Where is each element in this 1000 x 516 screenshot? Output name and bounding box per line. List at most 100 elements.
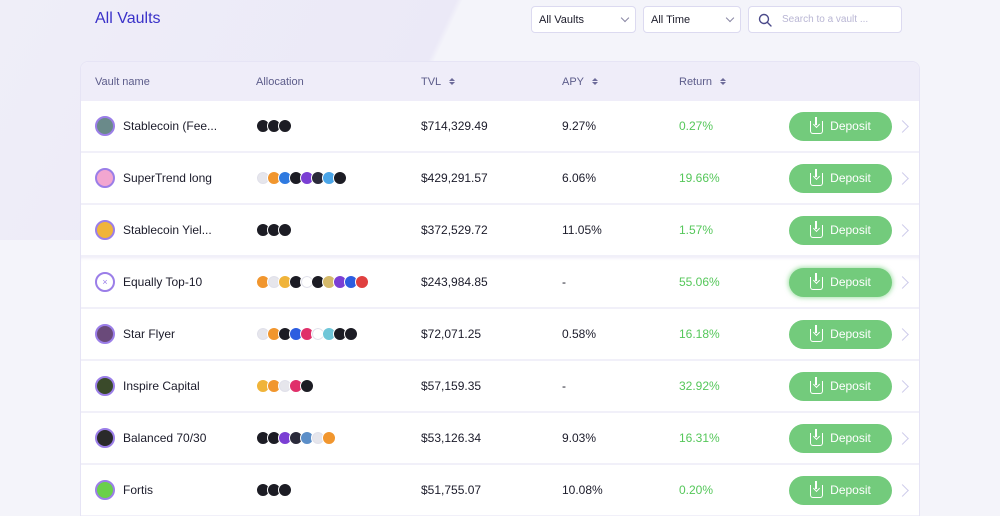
search-input[interactable] [782, 14, 892, 25]
deposit-label: Deposit [830, 119, 871, 133]
apy-value: 9.03% [562, 431, 597, 445]
chevron-right-icon[interactable] [896, 119, 909, 133]
allocation-icons [256, 379, 421, 393]
vault-name[interactable]: Balanced 70/30 [123, 431, 207, 445]
return-value: 16.31% [679, 431, 720, 445]
allocation-icons [256, 223, 421, 237]
search-box[interactable] [748, 6, 902, 33]
chevron-right-icon[interactable] [896, 327, 909, 341]
table-row[interactable]: Stablecoin Yiel... $372,529.72 11.05% 1.… [81, 205, 919, 257]
vault-name[interactable]: Inspire Capital [123, 379, 200, 393]
download-icon [810, 168, 824, 186]
token-icon [278, 483, 292, 497]
allocation-icons [256, 431, 421, 445]
deposit-button[interactable]: Deposit [789, 267, 892, 297]
table-row[interactable]: SuperTrend long $429,291.57 6.06% 19.66%… [81, 153, 919, 205]
search-icon [758, 13, 772, 27]
column-label: Allocation [256, 75, 304, 88]
token-icon [300, 379, 314, 393]
download-icon [810, 272, 824, 290]
column-label: Return [679, 75, 713, 88]
column-header-allocation: Allocation [256, 76, 421, 88]
vault-name[interactable]: Fortis [123, 483, 153, 497]
table-header: Vault name Allocation TVL APY Return [81, 62, 919, 101]
chevron-right-icon[interactable] [896, 275, 909, 289]
column-header-vault-name: Vault name [81, 76, 256, 88]
chevron-right-icon[interactable] [896, 379, 909, 393]
vault-name-cell: Balanced 70/30 [81, 428, 256, 448]
deposit-label: Deposit [830, 483, 871, 497]
vault-name[interactable]: SuperTrend long [123, 171, 212, 185]
return-value: 1.57% [679, 223, 714, 237]
return-value: 19.66% [679, 171, 720, 185]
apy-value: - [562, 275, 566, 289]
chevron-right-icon[interactable] [896, 223, 909, 237]
apy-value: 6.06% [562, 171, 597, 185]
allocation-icons [256, 483, 421, 497]
sort-icon[interactable] [720, 78, 727, 85]
vault-name[interactable]: Stablecoin (Fee... [123, 119, 218, 133]
deposit-label: Deposit [830, 171, 871, 185]
allocation-icons [256, 171, 421, 185]
tvl-value: $72,071.25 [421, 327, 482, 341]
sort-icon[interactable] [449, 78, 456, 85]
vault-type-select[interactable]: All Vaults [531, 6, 636, 33]
time-range-select[interactable]: All Time [643, 6, 741, 33]
vault-type-select-value: All Vaults [539, 13, 585, 26]
deposit-button[interactable]: Deposit [789, 215, 892, 245]
sort-icon[interactable] [592, 78, 599, 85]
chevron-right-icon[interactable] [896, 483, 909, 497]
download-icon [810, 220, 824, 238]
chevron-down-icon [620, 13, 630, 23]
table-row[interactable]: Balanced 70/30 $53,126.34 9.03% 16.31% D… [81, 413, 919, 465]
return-value: 0.27% [679, 119, 714, 133]
deposit-label: Deposit [830, 379, 871, 393]
tvl-value: $372,529.72 [421, 223, 488, 237]
tvl-value: $57,159.35 [421, 379, 482, 393]
token-icon [355, 275, 369, 289]
table-row[interactable]: Fortis $51,755.07 10.08% 0.20% Deposit [81, 465, 919, 516]
tvl-value: $429,291.57 [421, 171, 488, 185]
vault-avatar-icon [95, 376, 115, 396]
vault-name[interactable]: Star Flyer [123, 327, 176, 341]
deposit-button[interactable]: Deposit [789, 371, 892, 401]
vault-name[interactable]: Stablecoin Yiel... [123, 223, 212, 237]
deposit-label: Deposit [830, 223, 871, 237]
chevron-down-icon [725, 13, 735, 23]
token-icon [278, 223, 292, 237]
download-icon [810, 376, 824, 394]
vault-name[interactable]: Equally Top-10 [123, 275, 203, 289]
allocation-icons [256, 119, 421, 133]
table-row[interactable]: Inspire Capital $57,159.35 - 32.92% Depo… [81, 361, 919, 413]
deposit-button[interactable]: Deposit [789, 423, 892, 453]
chevron-right-icon[interactable] [896, 431, 909, 445]
vault-avatar-icon [95, 480, 115, 500]
deposit-label: Deposit [830, 327, 871, 341]
page-title: All Vaults [95, 10, 161, 27]
vault-avatar-icon [95, 324, 115, 344]
token-icon [278, 119, 292, 133]
deposit-button[interactable]: Deposit [789, 319, 892, 349]
deposit-button[interactable]: Deposit [789, 475, 892, 505]
table-row[interactable]: × Equally Top-10 $243,984.85 - 55.06% De… [81, 257, 919, 309]
return-value: 0.20% [679, 483, 714, 497]
vault-avatar-icon [95, 428, 115, 448]
apy-value: 9.27% [562, 119, 597, 133]
column-header-return[interactable]: Return [679, 76, 779, 88]
chevron-right-icon[interactable] [896, 171, 909, 185]
column-header-apy[interactable]: APY [562, 76, 679, 88]
time-range-select-value: All Time [651, 13, 691, 26]
token-icon [322, 431, 336, 445]
table-body: Stablecoin (Fee... $714,329.49 9.27% 0.2… [81, 101, 919, 516]
column-label: Vault name [95, 75, 150, 88]
table-row[interactable]: Star Flyer $72,071.25 0.58% 16.18% Depos… [81, 309, 919, 361]
tvl-value: $714,329.49 [421, 119, 488, 133]
vault-name-cell: Inspire Capital [81, 376, 256, 396]
vault-name-cell: Star Flyer [81, 324, 256, 344]
deposit-button[interactable]: Deposit [789, 163, 892, 193]
column-header-tvl[interactable]: TVL [421, 76, 562, 88]
apy-value: - [562, 379, 566, 393]
deposit-button[interactable]: Deposit [789, 111, 892, 141]
token-icon [344, 327, 358, 341]
table-row[interactable]: Stablecoin (Fee... $714,329.49 9.27% 0.2… [81, 101, 919, 153]
